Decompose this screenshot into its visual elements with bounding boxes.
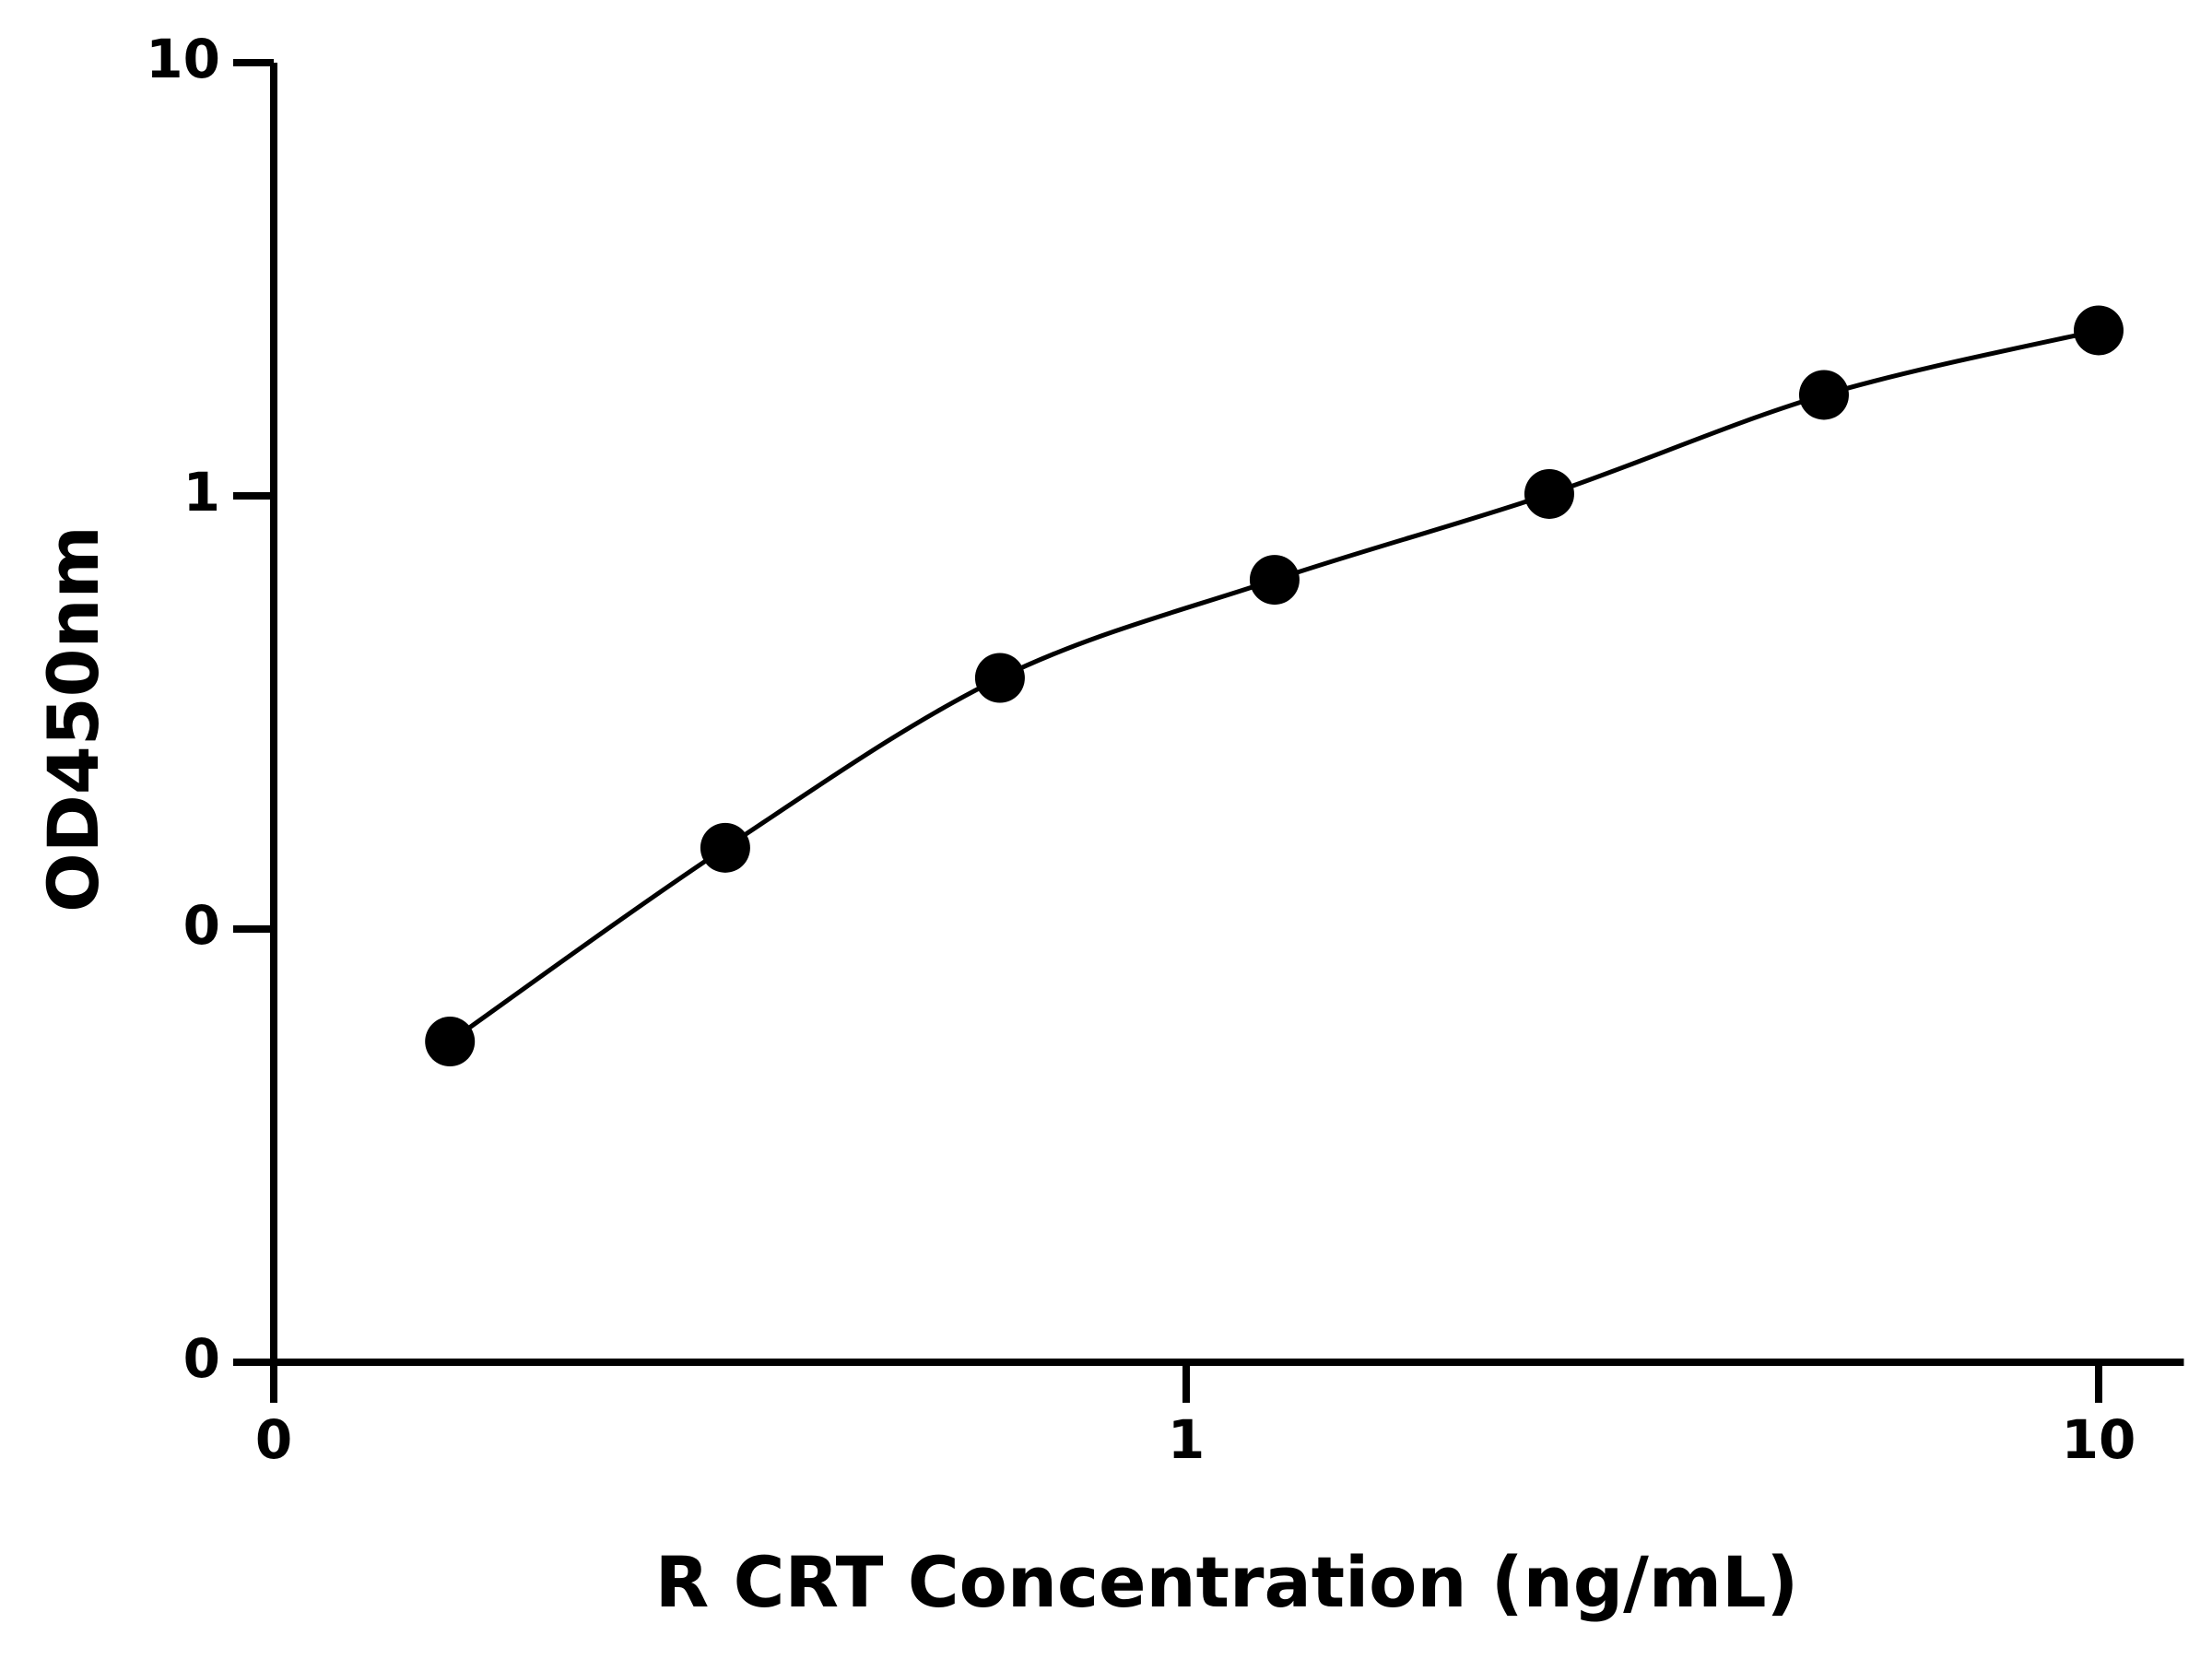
x-tick-label: 1 — [1168, 1408, 1205, 1471]
x-tick-label: 0 — [255, 1408, 292, 1471]
data-point — [1524, 468, 1574, 519]
y-tick-label: 0 — [183, 1327, 220, 1390]
data-point — [2074, 305, 2124, 356]
y-axis-title: OD450nm — [32, 525, 114, 912]
fit-curve — [448, 328, 2100, 1044]
data-point — [700, 822, 750, 873]
data-point — [1249, 555, 1300, 606]
data-point — [425, 1017, 476, 1067]
data-point — [974, 653, 1025, 703]
x-axis-title: R CRT Concentration (ng/mL) — [655, 1541, 1799, 1623]
y-tick-label: 1 — [183, 461, 220, 524]
y-tick-label: 0 — [183, 894, 220, 957]
x-tick-label: 10 — [2062, 1408, 2136, 1471]
y-tick-label: 10 — [146, 28, 220, 90]
data-point — [1798, 370, 1849, 420]
